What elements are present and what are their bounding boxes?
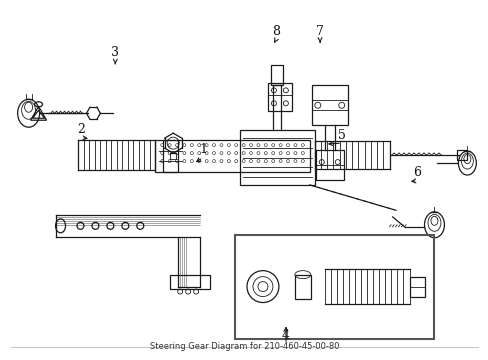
Bar bbox=[456, 150, 467, 160]
Bar bbox=[170, 275, 210, 289]
Bar bbox=[315, 150, 343, 180]
Bar bbox=[294, 275, 310, 298]
Text: 6: 6 bbox=[413, 166, 421, 179]
Text: 8: 8 bbox=[272, 25, 280, 38]
Text: 4: 4 bbox=[282, 329, 289, 342]
Bar bbox=[408, 276, 425, 297]
Bar bbox=[267, 84, 291, 111]
Bar bbox=[163, 140, 177, 172]
Bar bbox=[155, 140, 309, 172]
Text: 7: 7 bbox=[316, 25, 324, 38]
Text: 3: 3 bbox=[111, 46, 119, 59]
Bar bbox=[240, 130, 314, 185]
Bar bbox=[270, 66, 283, 85]
Text: 2: 2 bbox=[77, 123, 85, 136]
Bar bbox=[235, 235, 433, 339]
Text: 5: 5 bbox=[337, 129, 345, 142]
Text: 1: 1 bbox=[199, 143, 206, 156]
Text: Steering Gear Diagram for 210-460-45-00-80: Steering Gear Diagram for 210-460-45-00-… bbox=[149, 342, 339, 351]
Bar bbox=[311, 85, 347, 125]
